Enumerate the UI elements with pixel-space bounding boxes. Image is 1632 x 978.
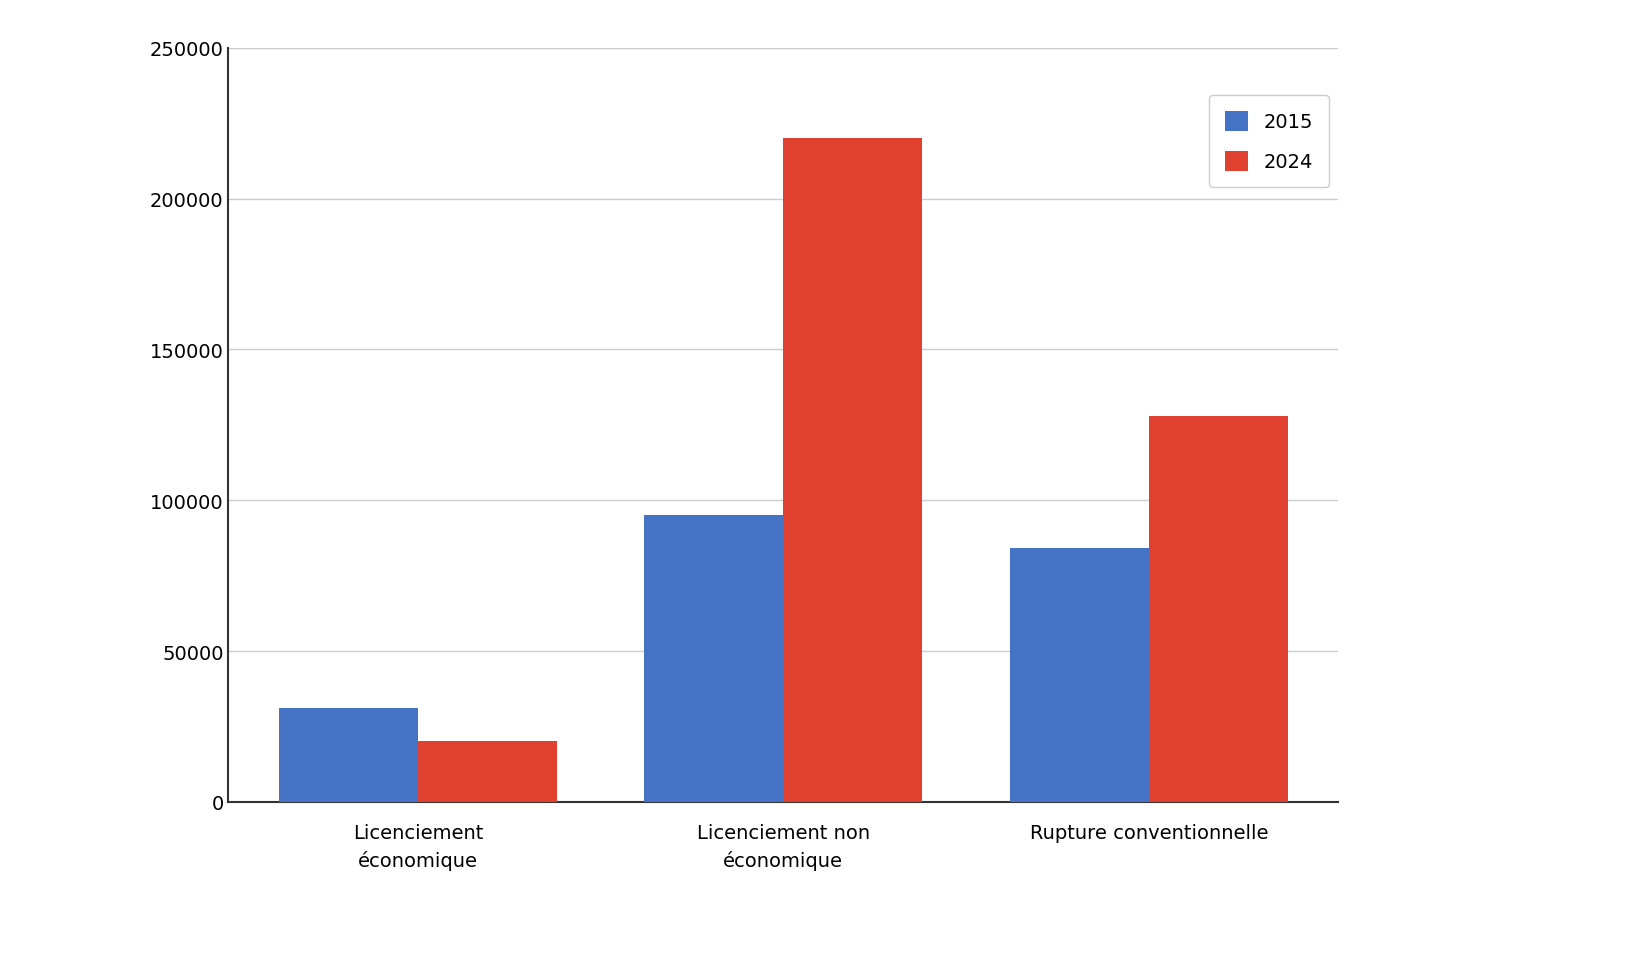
Bar [1149, 417, 1288, 802]
Bar [279, 709, 418, 802]
Legend: 2015, 2024: 2015, 2024 [1209, 96, 1328, 188]
Bar [418, 741, 557, 802]
Bar [783, 139, 922, 802]
Bar [1010, 549, 1149, 802]
Bar [645, 515, 783, 802]
